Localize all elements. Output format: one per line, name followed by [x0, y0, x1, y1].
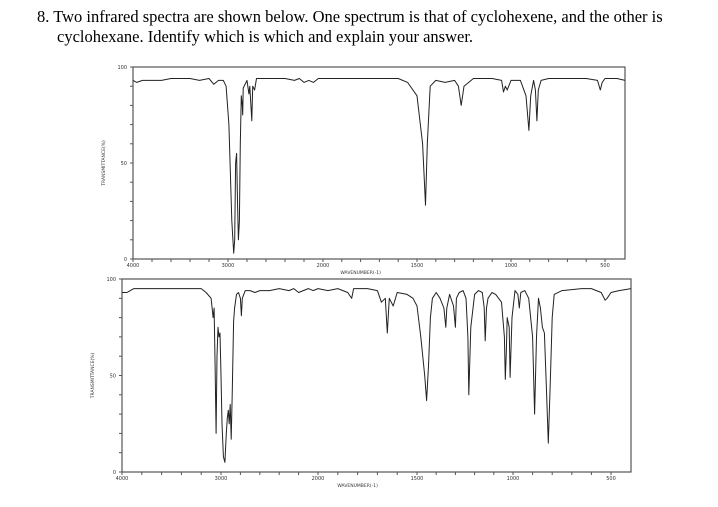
y-tick-label: 0	[113, 470, 116, 476]
x-tick-label: 500	[606, 476, 616, 482]
plot-frame	[121, 278, 632, 473]
spectrum-line	[122, 288, 632, 463]
x-tick-label: 3000	[222, 263, 235, 269]
y-axis-label: TRANSMITTANCE(%)	[101, 140, 107, 187]
y-tick-label: 0	[124, 257, 127, 263]
y-tick-label: 50	[121, 161, 127, 167]
question-line-1: 8. Two infrared spectra are shown below.…	[37, 7, 663, 26]
x-tick-label: 4000	[116, 476, 129, 482]
ir-spectrum-top: 0 50 100 TRANSMITTANCE(%) 4000 3000 2000 1500 10…	[101, 65, 626, 276]
x-axis-label: WAVENUMBER(-1)	[337, 483, 378, 489]
question-line-2: cyclohexane. Identify which is which and…	[57, 27, 474, 46]
y-tick-label: 100	[106, 277, 116, 283]
plot-frame	[132, 66, 626, 260]
y-axis-label: TRANSMITTANCE(%)	[90, 353, 96, 400]
x-axis-label: WAVENUMBER(-1)	[340, 270, 381, 276]
x-tick-label: 2000	[317, 263, 330, 269]
spectrum-line	[132, 78, 626, 254]
x-tick-label: 4000	[127, 263, 140, 269]
x-tick-label: 500	[600, 263, 610, 269]
ir-spectrum-bottom: 0 50 100 TRANSMITTANCE(%) 4000 3000 2000 1500 10…	[90, 277, 632, 489]
x-tick-label: 1500	[411, 476, 424, 482]
y-tick-label: 50	[110, 374, 116, 380]
x-tick-label: 1500	[411, 263, 424, 269]
x-tick-label: 1000	[505, 263, 518, 269]
x-tick-label: 3000	[215, 476, 228, 482]
y-tick-label: 100	[117, 65, 127, 71]
x-tick-label: 2000	[312, 476, 325, 482]
question-text: 8. Two infrared spectra are shown below.…	[37, 7, 707, 47]
x-tick-label: 1000	[507, 476, 520, 482]
